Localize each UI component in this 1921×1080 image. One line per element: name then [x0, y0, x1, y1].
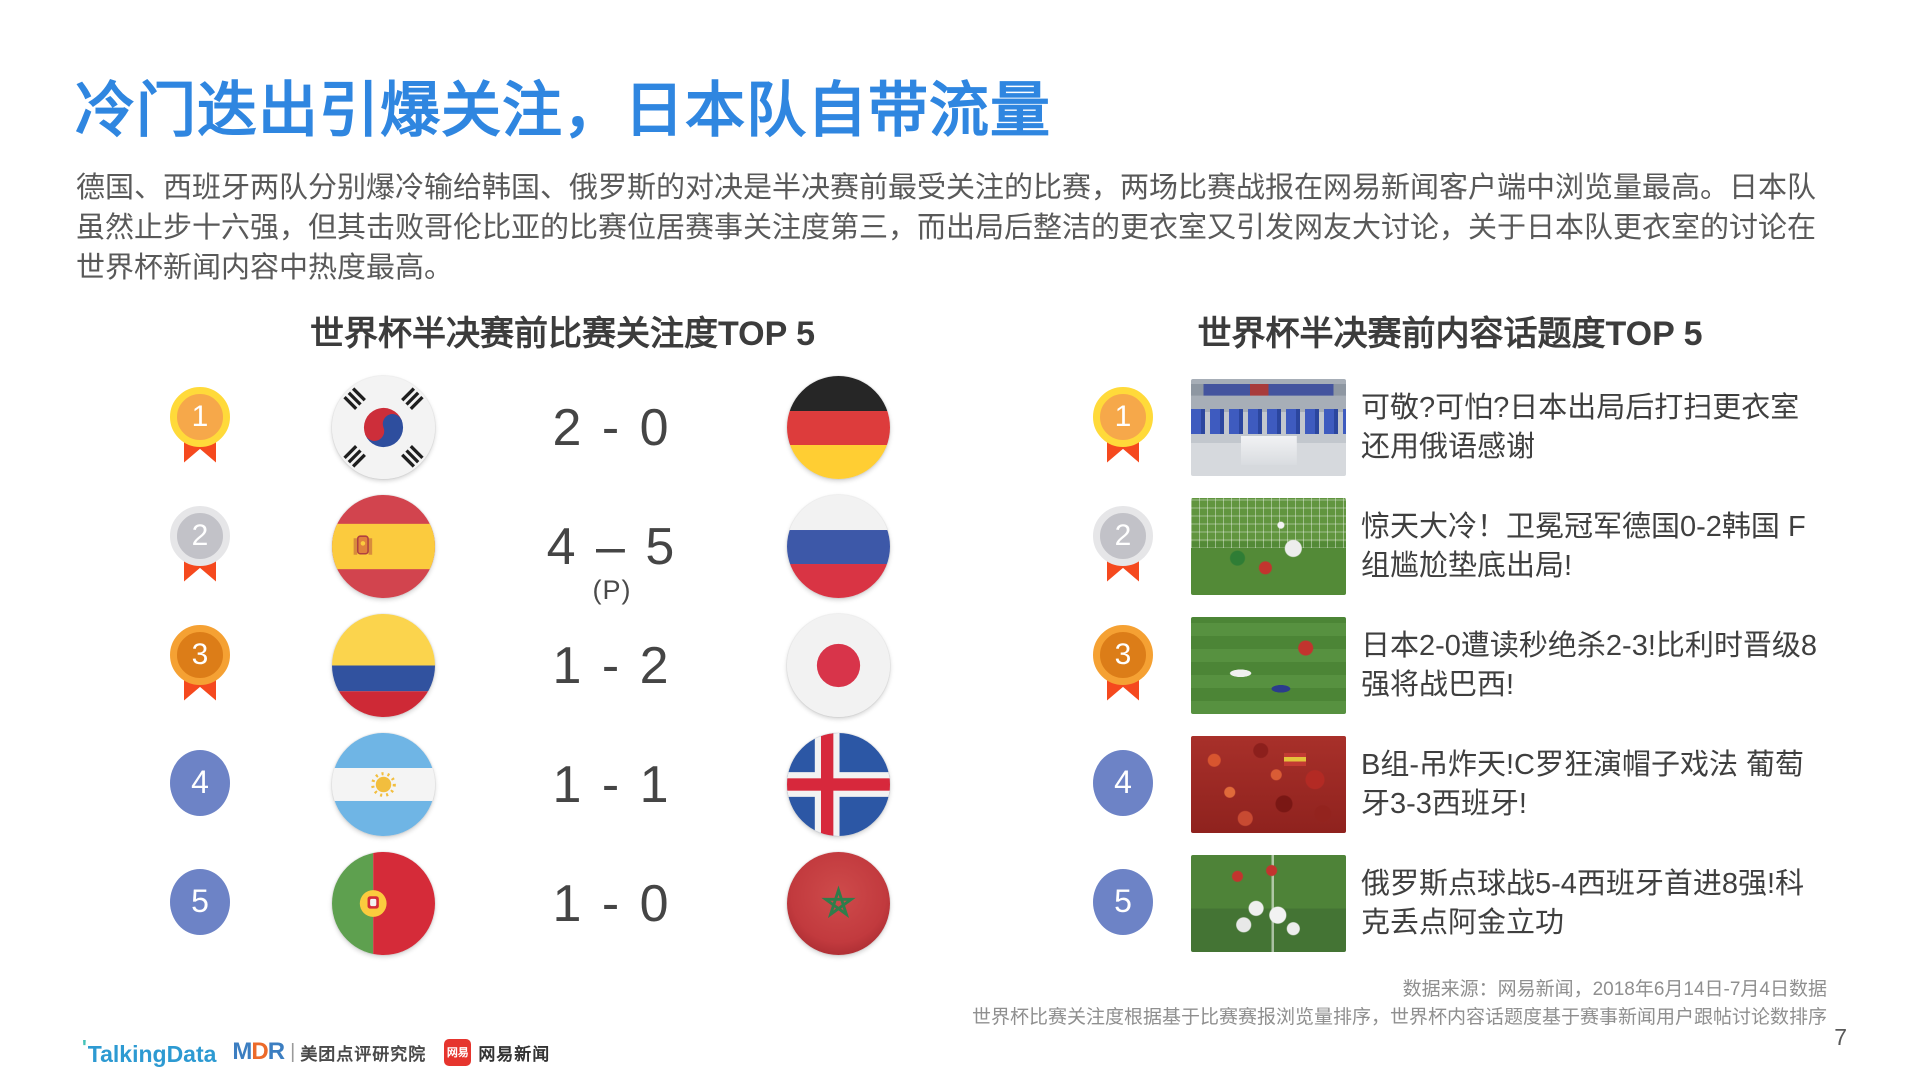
source-line-2: 世界杯比赛关注度根据基于比赛赛报浏览量排序，世界杯内容话题度基于赛事新闻用户跟帖…	[971, 1007, 1827, 1028]
home-flag-icon	[332, 376, 435, 479]
match-row-1: 1 2 - 0	[0, 368, 1060, 487]
rank-3-medal-icon: 3	[168, 623, 232, 709]
away-flag-icon	[787, 852, 890, 955]
match-score: 4 – 5	[546, 517, 678, 576]
rank-5-badge: 5	[168, 861, 232, 947]
news-headline: 俄罗斯点球战5-4西班牙首进8强!科克丢点阿金立功	[1361, 867, 1805, 939]
rank-2-medal-icon: 2	[168, 504, 232, 590]
news-thumbnail	[1191, 379, 1346, 476]
news-thumbnail	[1191, 617, 1346, 714]
away-flag-icon	[787, 614, 890, 717]
news-thumbnail	[1191, 498, 1346, 595]
match-score: 1 - 2	[552, 636, 672, 695]
rank-number: 3	[170, 624, 230, 685]
rank-number: 2	[170, 505, 230, 566]
match-row-2: 2 4 – 5 (P)	[0, 487, 1060, 606]
home-flag-icon	[332, 495, 435, 598]
match-score: 2 - 0	[552, 398, 672, 457]
rank-4-badge: 4	[1091, 742, 1155, 828]
source-line-1: 数据来源：网易新闻，2018年6月14日-7月4日数据	[1402, 979, 1827, 1000]
rank-number: 1	[1093, 386, 1153, 447]
match-ranking-title: 世界杯半决赛前比赛关注度TOP 5	[309, 315, 816, 353]
rank-2-medal-icon: 2	[1091, 504, 1155, 590]
topic-row-3: 3 日本2-0遭读秒绝杀2-3!比利时晋级8强将战巴西!	[1065, 606, 1855, 725]
rank-number: 3	[1093, 624, 1153, 685]
rank-number: 1	[170, 386, 230, 447]
topic-ranking-list: 1 可敬?可怕?日本出局后打扫更衣室 还用俄语感谢 2 惊天大冷！卫冕冠军德国0…	[1065, 368, 1855, 963]
topic-row-1: 1 可敬?可怕?日本出局后打扫更衣室 还用俄语感谢	[1065, 368, 1855, 487]
rank-number: 4	[170, 749, 230, 816]
rank-1-medal-icon: 1	[1091, 385, 1155, 471]
away-flag-icon	[787, 495, 890, 598]
rank-number: 2	[1093, 505, 1153, 566]
rank-number: 5	[1093, 868, 1153, 935]
away-flag-icon	[787, 733, 890, 836]
page-number: 7	[1834, 1024, 1847, 1050]
rank-number: 4	[1093, 749, 1153, 816]
topic-ranking-title: 世界杯半决赛前内容话题度TOP 5	[1197, 315, 1703, 353]
match-row-5: 5 1 - 0	[0, 844, 1060, 963]
rank-5-badge: 5	[1091, 861, 1155, 947]
away-flag-icon	[787, 376, 890, 479]
home-flag-icon	[332, 852, 435, 955]
match-score: 1 - 1	[552, 755, 672, 814]
news-headline: 日本2-0遭读秒绝杀2-3!比利时晋级8强将战巴西!	[1361, 629, 1818, 701]
topic-row-4: 4 B组-吊炸天!C罗狂演帽子戏法 葡萄牙3-3西班牙!	[1065, 725, 1855, 844]
logo-divider: |	[290, 1040, 296, 1063]
talkingdata-logo: 'TalkingData	[82, 1036, 217, 1067]
score-note: (P)	[592, 574, 632, 605]
footer-logos: 'TalkingData MDR | 美团点评研究院 网易 网易新闻	[82, 1036, 550, 1068]
home-flag-icon	[332, 614, 435, 717]
match-score: 1 - 0	[552, 874, 672, 933]
netease-badge-icon: 网易	[444, 1038, 472, 1066]
page-title: 冷门迭出引爆关注，日本队自带流量	[75, 77, 1051, 144]
talkingdata-tick-icon: '	[82, 1036, 87, 1059]
rank-number: 5	[170, 868, 230, 935]
home-flag-icon	[332, 733, 435, 836]
match-row-3: 3 1 - 2	[0, 606, 1060, 725]
rank-3-medal-icon: 3	[1091, 623, 1155, 709]
meituan-dianping-institute-label: 美团点评研究院	[300, 1044, 427, 1064]
match-row-4: 4 1 - 1	[0, 725, 1060, 844]
news-headline: B组-吊炸天!C罗狂演帽子戏法 葡萄牙3-3西班牙!	[1361, 748, 1805, 820]
news-headline: 惊天大冷！卫冕冠军德国0-2韩国 F组尴尬垫底出局!	[1361, 510, 1806, 582]
news-thumbnail	[1191, 855, 1346, 952]
news-headline: 可敬?可怕?日本出局后打扫更衣室 还用俄语感谢	[1361, 391, 1800, 463]
match-ranking-list: 1 2 - 0 2 4 – 5 (P) 3 1 - 2	[0, 368, 1060, 963]
rank-4-badge: 4	[168, 742, 232, 828]
topic-row-2: 2 惊天大冷！卫冕冠军德国0-2韩国 F组尴尬垫底出局!	[1065, 487, 1855, 606]
data-source-note: 数据来源：网易新闻，2018年6月14日-7月4日数据 世界杯比赛关注度根据基于…	[972, 976, 1827, 1032]
mdr-logo: MDR	[232, 1038, 285, 1065]
intro-paragraph: 德国、西班牙两队分别爆冷输给韩国、俄罗斯的对决是半决赛前最受关注的比赛，两场比赛…	[76, 172, 1817, 284]
netease-news-label: 网易新闻	[478, 1044, 551, 1064]
news-thumbnail	[1191, 736, 1346, 833]
topic-row-5: 5 俄罗斯点球战5-4西班牙首进8强!科克丢点阿金立功	[1065, 844, 1855, 963]
rank-1-medal-icon: 1	[168, 385, 232, 471]
